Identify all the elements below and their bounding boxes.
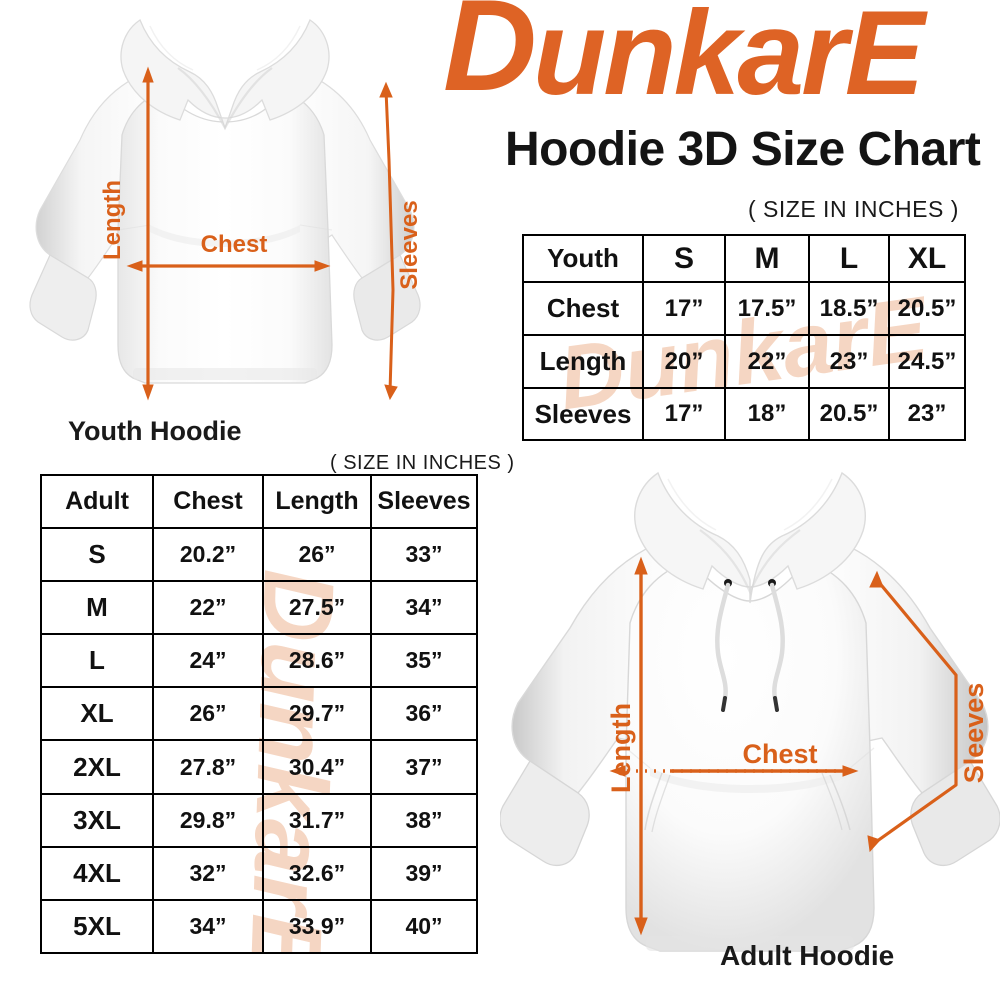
svg-text:D: D <box>443 0 534 118</box>
svg-text:unkarE: unkarE <box>533 0 929 120</box>
svg-text:Length: Length <box>606 703 636 793</box>
svg-text:Chest: Chest <box>742 739 817 769</box>
svg-text:Sleeves: Sleeves <box>959 683 989 784</box>
svg-text:Length: Length <box>99 180 126 260</box>
svg-text:Chest: Chest <box>201 231 268 258</box>
svg-text:Sleeves: Sleeves <box>396 200 423 289</box>
